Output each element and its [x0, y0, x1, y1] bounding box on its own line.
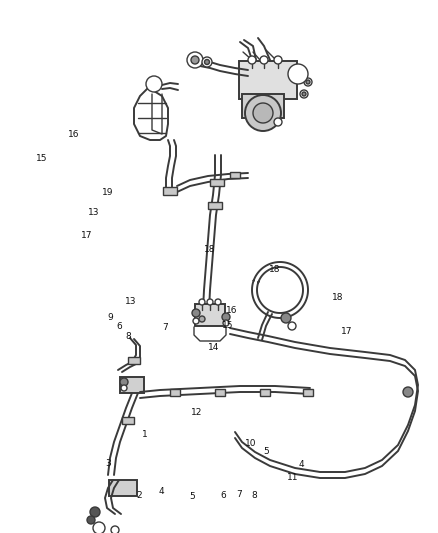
Text: 4: 4 — [159, 487, 164, 496]
Circle shape — [253, 103, 273, 123]
Circle shape — [93, 522, 105, 533]
Circle shape — [191, 56, 199, 64]
Text: 10: 10 — [245, 439, 257, 448]
Text: 19: 19 — [102, 189, 113, 197]
Circle shape — [274, 118, 282, 126]
Circle shape — [205, 60, 209, 64]
Circle shape — [223, 320, 229, 326]
Text: 6: 6 — [220, 491, 226, 500]
Text: 17: 17 — [341, 327, 353, 336]
Text: 14: 14 — [208, 343, 219, 352]
Bar — [303, 389, 313, 395]
Circle shape — [192, 309, 200, 317]
Text: 18: 18 — [204, 245, 215, 254]
Circle shape — [260, 56, 268, 64]
Circle shape — [199, 299, 205, 305]
Text: 8: 8 — [125, 333, 131, 341]
Circle shape — [306, 80, 310, 84]
Circle shape — [248, 56, 256, 64]
Circle shape — [288, 322, 296, 330]
Circle shape — [281, 313, 291, 323]
Text: 5: 5 — [263, 448, 269, 456]
Circle shape — [302, 92, 306, 96]
Text: 13: 13 — [88, 208, 100, 216]
Circle shape — [245, 95, 281, 131]
Circle shape — [292, 68, 304, 80]
Circle shape — [207, 299, 213, 305]
Text: 17: 17 — [81, 231, 92, 240]
Circle shape — [199, 316, 205, 322]
Bar — [239, 61, 297, 99]
Bar — [109, 480, 137, 496]
Text: 3: 3 — [106, 459, 112, 468]
Text: 15: 15 — [36, 155, 47, 163]
Circle shape — [121, 385, 127, 391]
Bar — [208, 201, 222, 208]
Circle shape — [202, 57, 212, 67]
Circle shape — [111, 526, 119, 533]
Bar — [230, 172, 240, 178]
Text: 9: 9 — [107, 313, 113, 321]
Circle shape — [146, 76, 162, 92]
Circle shape — [187, 52, 203, 68]
Bar — [195, 304, 225, 326]
Bar — [163, 187, 177, 195]
Text: 7: 7 — [236, 490, 242, 499]
Circle shape — [222, 313, 230, 321]
Text: 2: 2 — [137, 491, 142, 500]
Bar — [128, 357, 140, 364]
Text: 8: 8 — [251, 491, 257, 500]
Text: 4: 4 — [299, 461, 304, 469]
Bar — [170, 389, 180, 395]
Bar — [215, 389, 225, 395]
Bar — [260, 389, 270, 395]
Circle shape — [403, 387, 413, 397]
Text: 11: 11 — [287, 473, 298, 481]
Text: 16: 16 — [226, 306, 237, 314]
Bar — [120, 377, 144, 393]
Circle shape — [274, 56, 282, 64]
Bar — [122, 416, 134, 424]
Bar — [210, 179, 224, 185]
Text: 12: 12 — [191, 408, 202, 416]
Text: 6: 6 — [116, 322, 122, 330]
Text: 5: 5 — [189, 492, 195, 501]
Text: 18: 18 — [269, 265, 281, 273]
Text: 15: 15 — [222, 321, 233, 329]
Circle shape — [87, 516, 95, 524]
Circle shape — [300, 90, 308, 98]
Circle shape — [215, 299, 221, 305]
Bar — [242, 94, 284, 118]
Circle shape — [120, 378, 128, 386]
Circle shape — [288, 64, 308, 84]
Text: 1: 1 — [141, 430, 148, 439]
Text: 7: 7 — [162, 324, 169, 332]
Circle shape — [193, 318, 199, 324]
Text: 13: 13 — [125, 297, 136, 305]
Text: 16: 16 — [68, 130, 79, 139]
Text: 18: 18 — [332, 293, 344, 302]
Circle shape — [304, 78, 312, 86]
Circle shape — [149, 79, 159, 89]
Circle shape — [90, 507, 100, 517]
